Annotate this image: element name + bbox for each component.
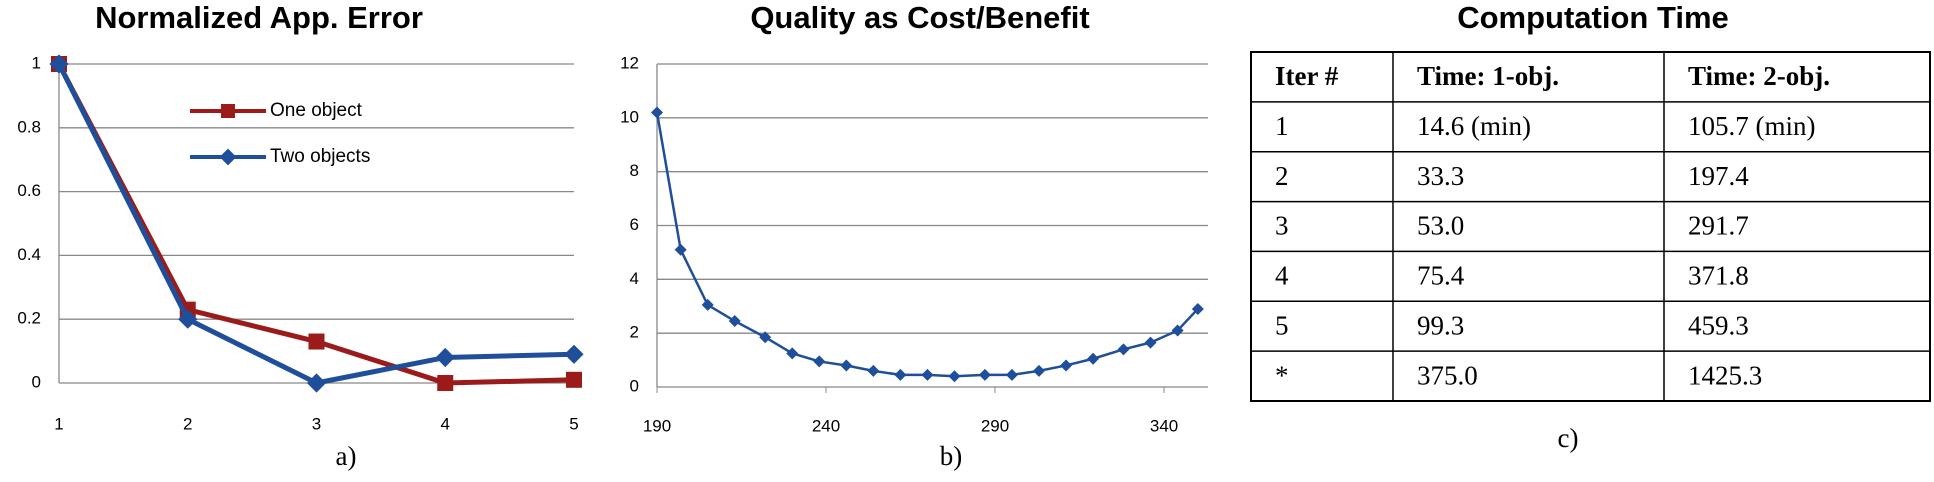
y-tick-label: 12 <box>620 53 639 72</box>
y-tick-label: 0.8 <box>17 117 41 136</box>
marker <box>894 368 907 381</box>
y-tick-label: 0.6 <box>17 181 41 200</box>
table-cell: 1425.3 <box>1688 360 1762 390</box>
x-tick-label: 340 <box>1150 416 1178 435</box>
marker <box>1191 302 1204 315</box>
legend-marker <box>219 148 237 166</box>
table-cell: 2 <box>1275 161 1289 191</box>
x-tick-label: 1 <box>54 414 63 433</box>
y-tick-label: 0 <box>32 372 41 391</box>
caption: b) <box>940 441 963 471</box>
marker <box>566 371 582 388</box>
marker <box>1060 359 1073 372</box>
marker <box>308 333 325 350</box>
x-tick-label: 190 <box>643 416 671 435</box>
marker <box>1144 336 1157 349</box>
y-tick-label: 2 <box>630 323 639 342</box>
x-tick-label: 290 <box>981 416 1009 435</box>
marker <box>701 298 714 311</box>
marker <box>813 355 826 368</box>
table-cell: 33.3 <box>1417 161 1464 191</box>
y-tick-label: 0 <box>630 376 639 395</box>
y-tick-label: 1 <box>32 53 41 72</box>
table-cell: 371.8 <box>1688 261 1749 291</box>
y-tick-label: 10 <box>620 107 639 126</box>
x-tick-label: 240 <box>812 416 840 435</box>
marker <box>948 370 961 383</box>
marker <box>49 54 69 74</box>
marker <box>1032 364 1045 377</box>
marker <box>1087 352 1100 365</box>
table-cell: 53.0 <box>1417 211 1464 241</box>
table-cell: 291.7 <box>1688 211 1749 241</box>
marker <box>1005 368 1018 381</box>
marker <box>306 373 327 393</box>
series-line <box>655 112 1199 378</box>
marker <box>435 347 455 368</box>
table-cell: * <box>1275 360 1289 390</box>
x-tick-label: 2 <box>183 414 192 433</box>
y-tick-label: 4 <box>630 269 639 288</box>
legend-marker <box>221 104 235 118</box>
marker <box>1171 324 1184 337</box>
chart-title: Normalized App. Error <box>95 0 423 35</box>
table-cell: 4 <box>1275 261 1289 291</box>
marker <box>759 331 772 344</box>
table-cell: 197.4 <box>1688 161 1749 191</box>
table-header: Time: 2-obj. <box>1688 61 1830 91</box>
table-title: Computation Time <box>1457 0 1729 35</box>
table-header: Iter # <box>1275 61 1339 91</box>
marker <box>178 309 198 329</box>
marker <box>651 106 663 119</box>
marker <box>921 368 934 381</box>
table-cell: 99.3 <box>1417 310 1464 340</box>
x-tick-label: 5 <box>569 414 578 433</box>
marker <box>564 344 584 364</box>
table-cell: 75.4 <box>1417 261 1465 291</box>
table-header: Time: 1-obj. <box>1417 61 1559 91</box>
caption: a) <box>336 441 357 471</box>
chart-title: Quality as Cost/Benefit <box>750 0 1089 35</box>
table-cell: 1 <box>1275 111 1289 141</box>
x-tick-label: 4 <box>441 414 450 433</box>
table-cell: 5 <box>1275 310 1289 340</box>
table-cell: 14.6 (min) <box>1417 111 1531 141</box>
y-tick-label: 0.2 <box>17 309 41 328</box>
y-tick-label: 6 <box>630 215 639 234</box>
legend-label: Two objects <box>270 146 370 167</box>
caption: c) <box>1558 423 1579 453</box>
table-cell: 3 <box>1275 211 1289 241</box>
marker <box>437 375 454 391</box>
table-cell: 105.7 (min) <box>1688 111 1816 141</box>
marker <box>674 243 687 256</box>
marker <box>1117 343 1130 356</box>
marker <box>786 347 799 360</box>
x-tick-label: 3 <box>312 414 321 433</box>
legend-label: One object <box>270 100 363 121</box>
marker <box>867 364 880 377</box>
marker <box>978 368 991 381</box>
table-cell: 375.0 <box>1417 360 1478 390</box>
marker <box>840 359 853 372</box>
table-cell: 459.3 <box>1688 310 1749 340</box>
table-border <box>1250 51 1931 402</box>
y-tick-label: 8 <box>630 161 639 180</box>
marker <box>728 315 741 328</box>
y-tick-label: 0.4 <box>17 245 41 264</box>
